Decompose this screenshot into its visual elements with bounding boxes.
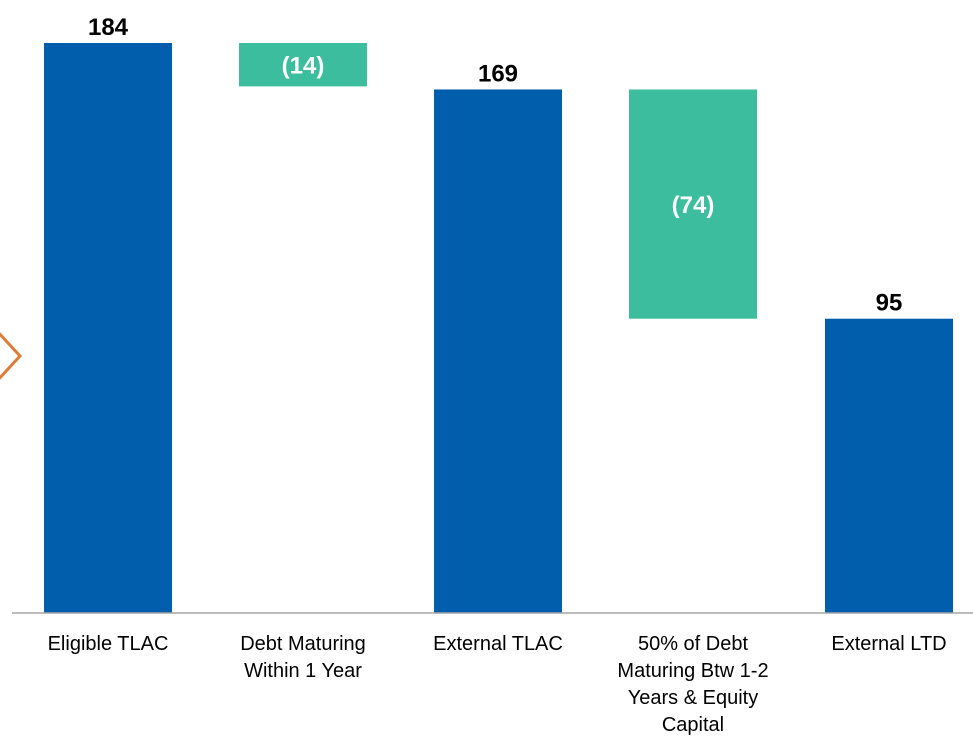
category-tick-label: Eligible TLAC	[48, 633, 169, 655]
data-label: 95	[876, 290, 903, 317]
category-tick-label: External LTD	[831, 633, 946, 655]
data-label: (74)	[672, 192, 715, 219]
data-label: 169	[478, 60, 518, 87]
total-bar	[434, 89, 562, 613]
total-bar	[44, 43, 172, 613]
delta-bar	[629, 89, 757, 319]
category-tick-label: Debt Maturing Within 1 Year	[240, 633, 366, 682]
data-label: 184	[88, 14, 129, 41]
delta-bar	[239, 43, 367, 87]
category-labels-group: Eligible TLAC Debt Maturing Within 1 Year E…	[48, 633, 947, 736]
category-tick-label: External TLAC	[433, 633, 563, 655]
category-tick-label: 50% of Debt Maturing Btw 1-2 Years & Equit…	[617, 633, 768, 736]
data-label: (14)	[282, 53, 325, 80]
total-bar	[825, 318, 953, 613]
chevron-right-icon	[0, 332, 23, 380]
bars-group	[44, 43, 953, 613]
data-labels-group: 184 (14) 169 (74) 95	[88, 14, 902, 317]
